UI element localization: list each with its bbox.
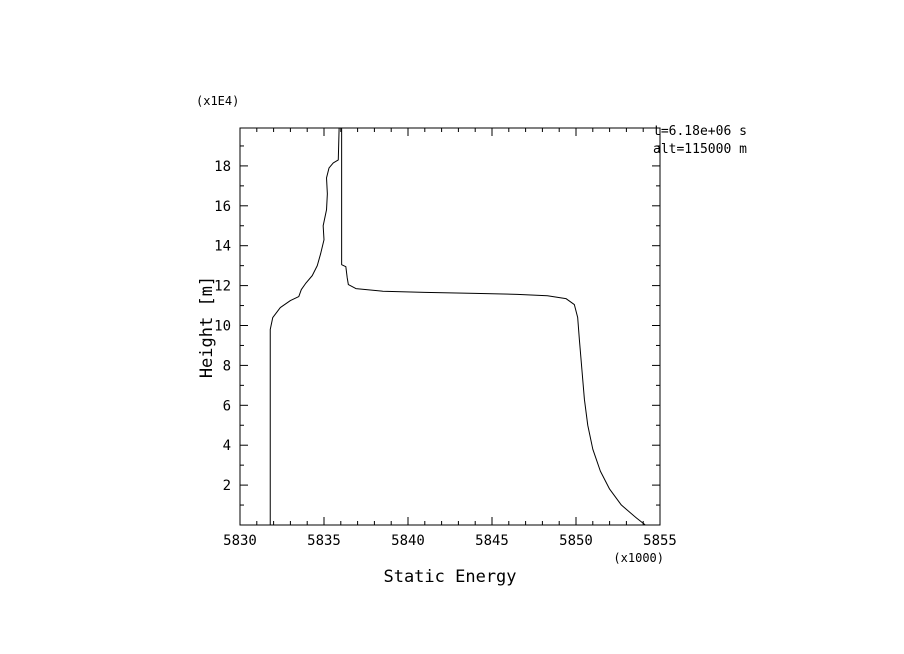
y-tick-label: 10 bbox=[214, 319, 231, 335]
x-tick-label: 5835 bbox=[307, 533, 341, 549]
y-tick-label: 18 bbox=[214, 159, 231, 175]
y-tick-label: 14 bbox=[214, 239, 231, 255]
y-tick-label: 6 bbox=[223, 398, 231, 414]
y-tick-label: 4 bbox=[223, 438, 231, 454]
y-axis-title: Height [m] bbox=[197, 275, 217, 379]
x-tick-label: 5840 bbox=[391, 533, 425, 549]
y-tick-label: 16 bbox=[214, 199, 231, 215]
x-axis-title: Static Energy bbox=[383, 567, 517, 587]
x-tick-label: 5845 bbox=[475, 533, 509, 549]
x-axis-multiplier-label: (x1000) bbox=[613, 551, 664, 565]
static-energy-profile-right-branch bbox=[341, 127, 646, 526]
plot-frame bbox=[239, 127, 661, 526]
y-tick-label: 8 bbox=[223, 358, 231, 374]
y-axis-multiplier-label: (x1E4) bbox=[196, 94, 240, 108]
y-tick-label: 12 bbox=[214, 279, 231, 295]
time-annotation: t=6.18e+06 s bbox=[653, 124, 747, 139]
altitude-annotation: alt=115000 m bbox=[653, 142, 747, 157]
static-energy-profile-left-branch bbox=[269, 127, 340, 526]
x-tick-label: 5855 bbox=[643, 533, 677, 549]
x-tick-label: 5830 bbox=[223, 533, 257, 549]
y-tick-label: 2 bbox=[223, 478, 231, 494]
x-tick-label: 5850 bbox=[559, 533, 593, 549]
